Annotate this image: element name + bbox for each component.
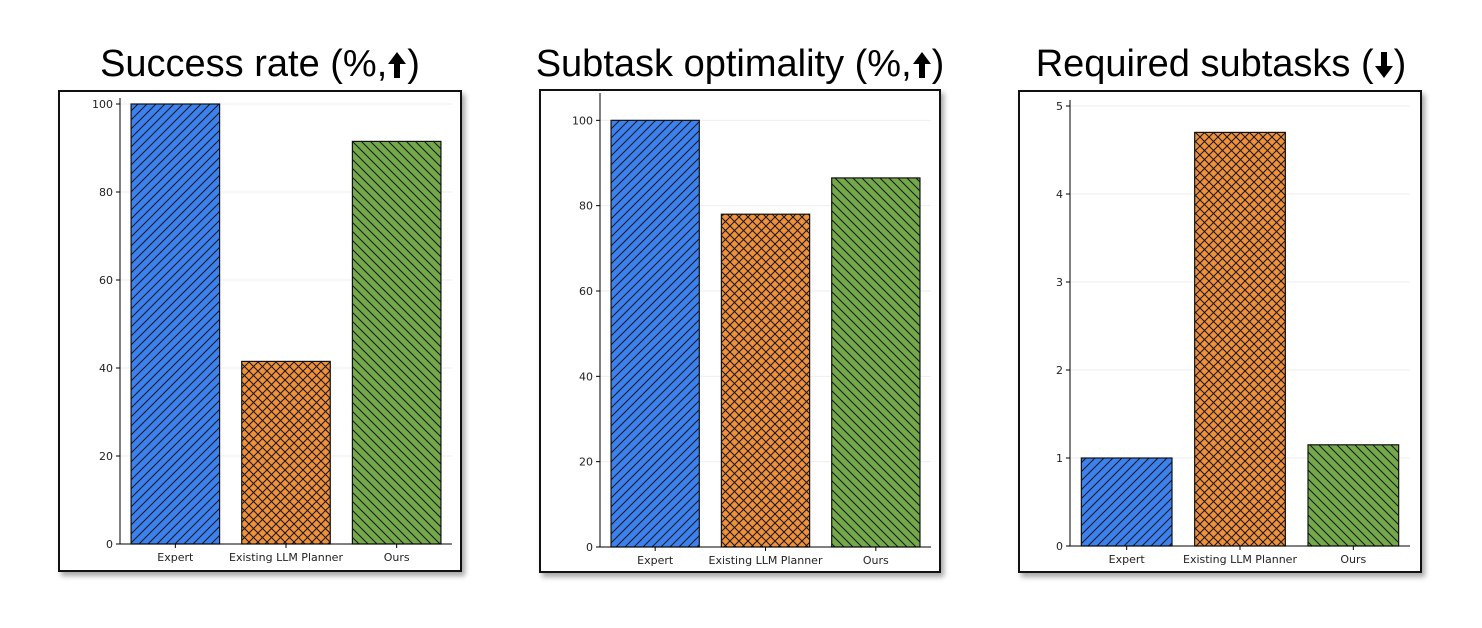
chart-title: Success rate (%,) bbox=[55, 40, 465, 88]
bar-ours bbox=[1307, 444, 1400, 547]
bar-existing-llm-planner bbox=[1194, 131, 1286, 547]
x-tick-label: Existing LLM Planner bbox=[709, 554, 823, 567]
bar-ours bbox=[831, 177, 921, 548]
chart-title-close: ) bbox=[407, 43, 420, 85]
y-tick-label: 1 bbox=[1056, 452, 1063, 465]
chart-panel-success-rate: Success rate (%,) 0 20 40 60 80 100 Expert Exis… bbox=[55, 40, 465, 590]
chart-title-close: ) bbox=[931, 43, 945, 85]
x-tick-label: Existing LLM Planner bbox=[1183, 553, 1297, 566]
x-tick-label: Existing LLM Planner bbox=[229, 551, 343, 564]
bar-ours bbox=[351, 140, 442, 545]
y-tick-label: 80 bbox=[579, 200, 593, 213]
y-tick-label: 80 bbox=[99, 186, 113, 199]
up-arrow-icon bbox=[912, 52, 931, 78]
chart-title-close: ) bbox=[1393, 43, 1407, 85]
y-tick-label: 3 bbox=[1056, 276, 1063, 289]
y-tick-label: 40 bbox=[579, 370, 593, 383]
bar-chart: 0 20 40 60 80 100 Expert Existing LLM Planner Ou… bbox=[572, 93, 931, 567]
y-tick-label: 0 bbox=[1056, 540, 1063, 553]
bar-expert bbox=[130, 103, 221, 545]
bar-chart: 0 1 2 3 4 5 Expert Existing LLM Planner Ours bbox=[1056, 100, 1410, 566]
bar-expert bbox=[610, 119, 700, 548]
bar-existing-llm-planner bbox=[241, 360, 331, 545]
chart-panel-subtask-optimality: Subtask optimality (%,) 0 20 40 60 80 100 Expe… bbox=[535, 40, 945, 590]
bar-existing-llm-planner bbox=[720, 213, 811, 548]
y-tick-label: 100 bbox=[92, 98, 113, 111]
chart-title-text: Success rate (%, bbox=[100, 43, 388, 85]
y-tick-label: 20 bbox=[579, 456, 593, 469]
y-tick-label: 4 bbox=[1056, 188, 1063, 201]
y-tick-label: 60 bbox=[579, 285, 593, 298]
chart-title: Subtask optimality (%,) bbox=[535, 40, 945, 88]
chart-frame: 0 20 40 60 80 100 Expert Existing LLM Planner Ou… bbox=[539, 89, 941, 573]
x-tick-label: Expert bbox=[1109, 553, 1146, 566]
chart-title-text: Subtask optimality (%, bbox=[535, 43, 912, 85]
y-tick-label: 40 bbox=[99, 362, 113, 375]
chart-panel-required-subtasks: Required subtasks () 0 1 2 3 4 5 Expert Existin… bbox=[1016, 40, 1426, 590]
y-tick-label: 100 bbox=[572, 114, 593, 127]
chart-frame: 0 1 2 3 4 5 Expert Existing LLM Planner Ours bbox=[1018, 90, 1422, 573]
x-tick-label: Expert bbox=[637, 554, 674, 567]
chart-title-text: Required subtasks ( bbox=[1035, 43, 1374, 85]
y-tick-label: 5 bbox=[1056, 100, 1063, 113]
y-tick-label: 60 bbox=[99, 274, 113, 287]
chart-title: Required subtasks () bbox=[1016, 40, 1426, 88]
y-tick-label: 20 bbox=[99, 450, 113, 463]
y-tick-label: 0 bbox=[106, 538, 113, 551]
x-tick-label: Ours bbox=[1340, 553, 1366, 566]
y-tick-label: 0 bbox=[586, 541, 593, 554]
bar-chart: 0 20 40 60 80 100 Expert Existing LLM Planner Ou… bbox=[92, 98, 452, 564]
chart-frame: 0 20 40 60 80 100 Expert Existing LLM Planner Ou… bbox=[58, 90, 462, 572]
x-tick-label: Ours bbox=[384, 551, 410, 564]
y-tick-label: 2 bbox=[1056, 364, 1063, 377]
x-tick-label: Expert bbox=[157, 551, 194, 564]
up-arrow-icon bbox=[388, 52, 407, 78]
down-arrow-icon bbox=[1374, 52, 1393, 78]
x-tick-label: Ours bbox=[863, 554, 889, 567]
bar-expert bbox=[1080, 457, 1173, 547]
